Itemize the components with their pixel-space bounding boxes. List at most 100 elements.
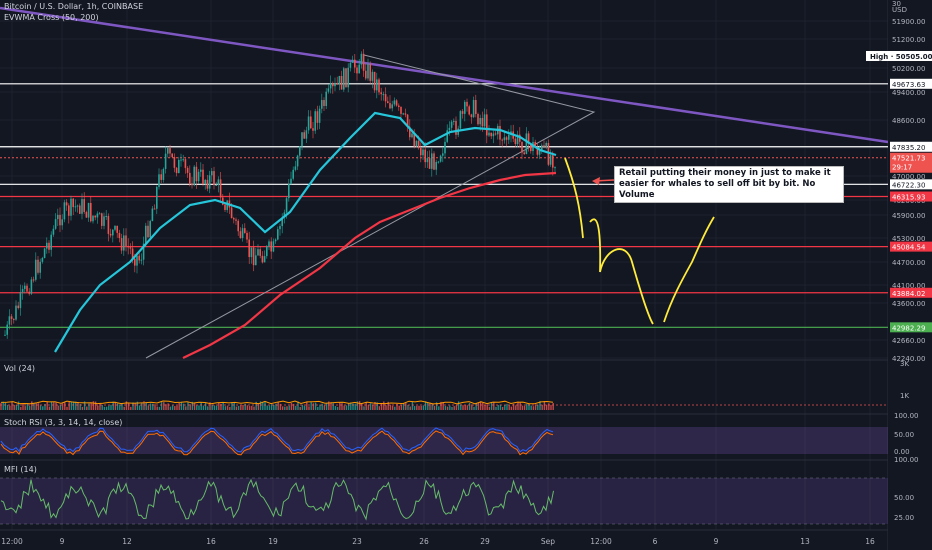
candle-body <box>94 215 96 218</box>
volume-bar <box>145 402 147 410</box>
candle-body <box>494 133 497 135</box>
volume-bar <box>15 405 18 410</box>
volume-bar <box>402 403 405 410</box>
time-tick-label: 9 <box>714 537 719 546</box>
candle-body <box>140 259 143 261</box>
volume-bar <box>354 403 356 410</box>
volume-bar <box>435 402 438 410</box>
candle-body <box>437 161 440 163</box>
candle-body <box>378 79 380 93</box>
volume-bar <box>141 402 143 410</box>
candle-body <box>158 174 160 187</box>
candle-body <box>118 232 121 239</box>
candle-body <box>13 318 15 320</box>
candle-body <box>43 248 46 258</box>
volume-bar <box>270 404 273 410</box>
volume-bar <box>418 405 420 410</box>
level-label-bg <box>890 191 932 202</box>
time-tick-label: 16 <box>206 537 216 546</box>
volume-bar <box>466 405 469 410</box>
volume-bar <box>191 401 194 410</box>
projection-path[interactable] <box>564 157 715 325</box>
candle-body <box>404 113 407 115</box>
candle-body <box>96 213 99 218</box>
candle-body <box>149 221 151 238</box>
time-axis[interactable]: 12:00 9 12 16 19 23 26 29 Sep 12:00 6 9 13 16 <box>1 537 875 546</box>
price-tick-label: 42240.00 <box>892 355 925 363</box>
candle-body <box>411 133 413 138</box>
candle-body <box>195 166 198 182</box>
candle-body <box>290 178 292 184</box>
candle-body <box>87 202 90 218</box>
indicator-panes <box>0 400 888 525</box>
candle-body <box>263 256 266 263</box>
volume-bar <box>72 401 75 410</box>
vol-tick-label: 3K <box>900 360 909 368</box>
time-tick-label: 9 <box>60 537 65 546</box>
volume-bar <box>292 403 295 410</box>
volume-bar <box>198 405 200 410</box>
candle-body <box>246 232 248 240</box>
candle-body <box>74 206 77 208</box>
volume-bar <box>81 406 84 410</box>
volume-bar <box>68 401 70 410</box>
volume-bar <box>442 401 444 410</box>
ema-slow-line <box>182 171 557 359</box>
candle-body <box>340 75 343 90</box>
annotation-note[interactable]: Retail putting their money in just to ma… <box>614 166 844 203</box>
volume-bar <box>295 405 297 410</box>
candle-body <box>200 169 202 172</box>
candle-body <box>433 153 435 170</box>
candle-body <box>109 233 112 236</box>
candle-body <box>541 145 543 151</box>
candle-body <box>261 255 264 263</box>
candle-body <box>483 114 486 127</box>
candle-body <box>336 83 338 85</box>
volume-bar <box>411 401 414 410</box>
candle-body <box>46 242 48 249</box>
volume-bar <box>486 404 488 410</box>
volume-bar <box>105 406 108 410</box>
volume-bar <box>17 401 20 410</box>
volume-bar <box>334 405 337 410</box>
trendlines[interactable] <box>0 6 889 359</box>
volume-bar <box>167 403 169 410</box>
candle-body <box>464 101 466 114</box>
candle-body <box>17 305 19 309</box>
rsi-tick-label: 50.00 <box>894 431 914 439</box>
candle-body <box>120 238 123 251</box>
volume-bar <box>108 405 110 410</box>
candle-body <box>439 155 442 162</box>
mfi-tick-label: 25.00 <box>894 514 914 522</box>
candle-body <box>371 71 374 81</box>
volume-bar <box>528 403 530 410</box>
volume-bar <box>541 404 543 410</box>
indicator-title: EVWMA Cross (50, 200) <box>4 13 99 22</box>
candle-body <box>294 166 297 170</box>
candle-body <box>283 212 286 218</box>
candle-body <box>57 214 59 220</box>
candle-body <box>101 213 103 226</box>
volume-bar <box>301 404 304 410</box>
volume-bar <box>182 403 185 410</box>
volume-bar <box>303 405 306 410</box>
candle-body <box>369 64 371 81</box>
candle-body <box>142 243 145 260</box>
volume-bar <box>464 405 466 410</box>
volume-bar <box>240 405 242 410</box>
volume-bar <box>207 406 209 410</box>
volume-bar <box>391 405 394 410</box>
volume-bar <box>284 406 286 410</box>
price-tick-label: 45300.00 <box>892 235 925 243</box>
volume-bar <box>88 403 90 410</box>
price-tick-label: 49400.00 <box>892 89 925 97</box>
candle-body <box>481 117 484 127</box>
candle-body <box>8 316 11 325</box>
candle-body <box>277 229 279 240</box>
candle-body <box>114 225 116 230</box>
candle-body <box>450 121 453 128</box>
volume-bar <box>251 405 253 410</box>
volume-bar <box>189 404 191 410</box>
